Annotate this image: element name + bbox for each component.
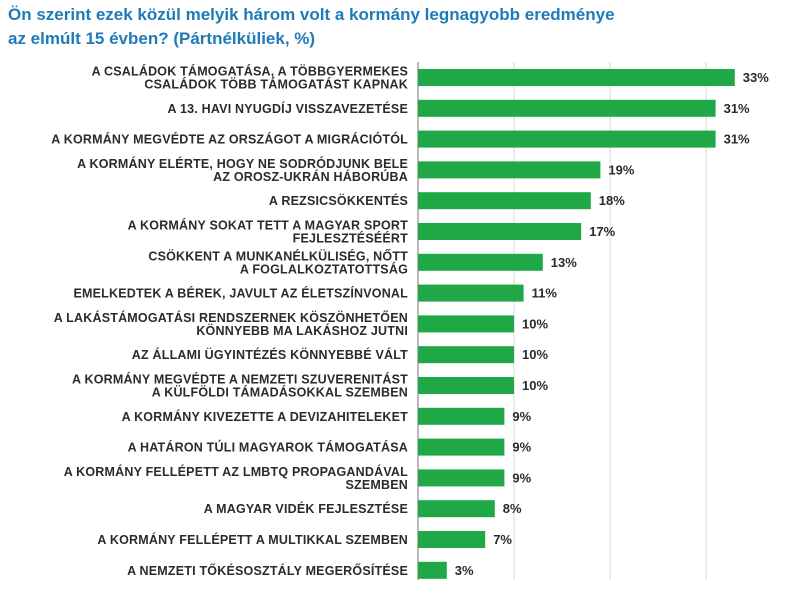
value-label-4: 19%	[608, 162, 634, 177]
value-label-14: 9%	[512, 470, 531, 485]
bar-14	[418, 469, 505, 487]
category-label-10-line-1: AZ ÁLLAMI ÜGYINTÉZÉS KÖNNYEBBÉ VÁLT	[132, 347, 408, 362]
bar-3	[418, 130, 716, 148]
category-label-8-line-1: EMELKEDTEK A BÉREK, JAVULT AZ ÉLETSZÍNVO…	[73, 286, 408, 301]
value-label-2: 31%	[724, 101, 750, 116]
category-label-17-line-1: A NEMZETI TŐKÉSOSZTÁLY MEGERŐSÍTÉSE	[127, 563, 408, 578]
value-label-13: 9%	[512, 440, 531, 455]
bar-16	[418, 531, 486, 548]
value-label-9: 10%	[522, 316, 548, 331]
value-label-7: 13%	[551, 255, 577, 270]
category-label-6-line-1: A KORMÁNY SOKAT TETT A MAGYAR SPORT	[128, 218, 409, 233]
category-label-1-line-2: CSALÁDOK TÖBB TÁMOGATÁST KAPNAK	[144, 77, 408, 92]
category-label-6-line-2: FEJLESZTÉSÉÉRT	[293, 231, 408, 246]
category-label-16-line-1: A KORMÁNY FELLÉPETT A MULTIKKAL SZEMBEN	[97, 532, 408, 547]
category-label-12-line-1: A KORMÁNY KIVEZETTE A DEVIZAHITELEKET	[122, 409, 409, 424]
value-label-10: 10%	[522, 347, 548, 362]
category-label-5-line-1: A REZSICSÖKKENTÉS	[269, 193, 408, 208]
category-label-2-line-1: A 13. HAVI NYUGDÍJ VISSZAVEZETÉSE	[168, 101, 408, 116]
bar-8	[418, 284, 524, 302]
category-label-7-line-1: CSÖKKENT A MUNKANÉLKÜLISÉG, NŐTT	[148, 248, 408, 263]
chart-title-line-2: az elmúlt 15 évben? (Pártnélküliek, %)	[8, 29, 316, 48]
bar-17	[418, 561, 447, 579]
bar-4	[418, 161, 601, 179]
value-label-8: 11%	[532, 286, 558, 301]
bar-7	[418, 253, 543, 271]
value-label-3: 31%	[724, 132, 750, 147]
value-label-17: 3%	[455, 563, 474, 578]
category-label-14-line-1: A KORMÁNY FELLÉPETT AZ LMBTQ PROPAGANDÁV…	[64, 464, 408, 479]
bar-9	[418, 315, 514, 333]
value-label-12: 9%	[512, 409, 531, 424]
bar-1	[418, 69, 735, 86]
bar-13	[418, 438, 505, 456]
category-label-9-line-1: A LAKÁSTÁMOGATÁSI RENDSZERNEK KÖSZÖNHETŐ…	[54, 310, 408, 325]
chart-title: Ön szerint ezek közül melyik három volt …	[8, 3, 798, 51]
category-label-14-line-2: SZEMBEN	[345, 478, 408, 492]
category-label-15-line-1: A MAGYAR VIDÉK FEJLESZTÉSE	[204, 501, 408, 516]
bar-2	[418, 99, 716, 117]
bar-11	[418, 377, 514, 394]
category-label-4-line-2: AZ OROSZ-UKRÁN HÁBORÚBA	[213, 169, 408, 184]
category-label-13-line-1: A HATÁRON TÚLI MAGYAROK TÁMOGATÁSA	[128, 440, 408, 455]
value-label-16: 7%	[493, 532, 512, 547]
category-label-9-line-2: KÖNNYEBB MA LAKÁSHOZ JUTNI	[196, 323, 408, 338]
value-label-5: 18%	[599, 193, 625, 208]
category-label-11-line-2: A KÜLFÖLDI TÁMADÁSOKKAL SZEMBEN	[152, 385, 408, 400]
bar-5	[418, 192, 591, 210]
value-label-1: 33%	[743, 70, 769, 85]
value-label-15: 8%	[503, 501, 522, 516]
bar-12	[418, 407, 505, 425]
category-label-1-line-1: A CSALÁDOK TÁMOGATÁSA, A TÖBBGYERMEKES	[92, 64, 408, 79]
category-label-11-line-1: A KORMÁNY MEGVÉDTE A NEMZETI SZUVERENITÁ…	[72, 372, 408, 387]
bar-10	[418, 346, 514, 364]
category-label-4-line-1: A KORMÁNY ELÉRTE, HOGY NE SODRÓDJUNK BEL…	[77, 156, 408, 171]
value-label-11: 10%	[522, 378, 548, 393]
chart-title-line-1: Ön szerint ezek közül melyik három volt …	[8, 5, 615, 24]
bar-15	[418, 500, 495, 518]
value-label-6: 17%	[589, 224, 615, 239]
bar-6	[418, 223, 582, 240]
category-label-3-line-1: A KORMÁNY MEGVÉDTE AZ ORSZÁGOT A MIGRÁCI…	[51, 132, 408, 147]
category-label-7-line-2: A FOGLALKOZTATOTTSÁG	[240, 261, 408, 276]
